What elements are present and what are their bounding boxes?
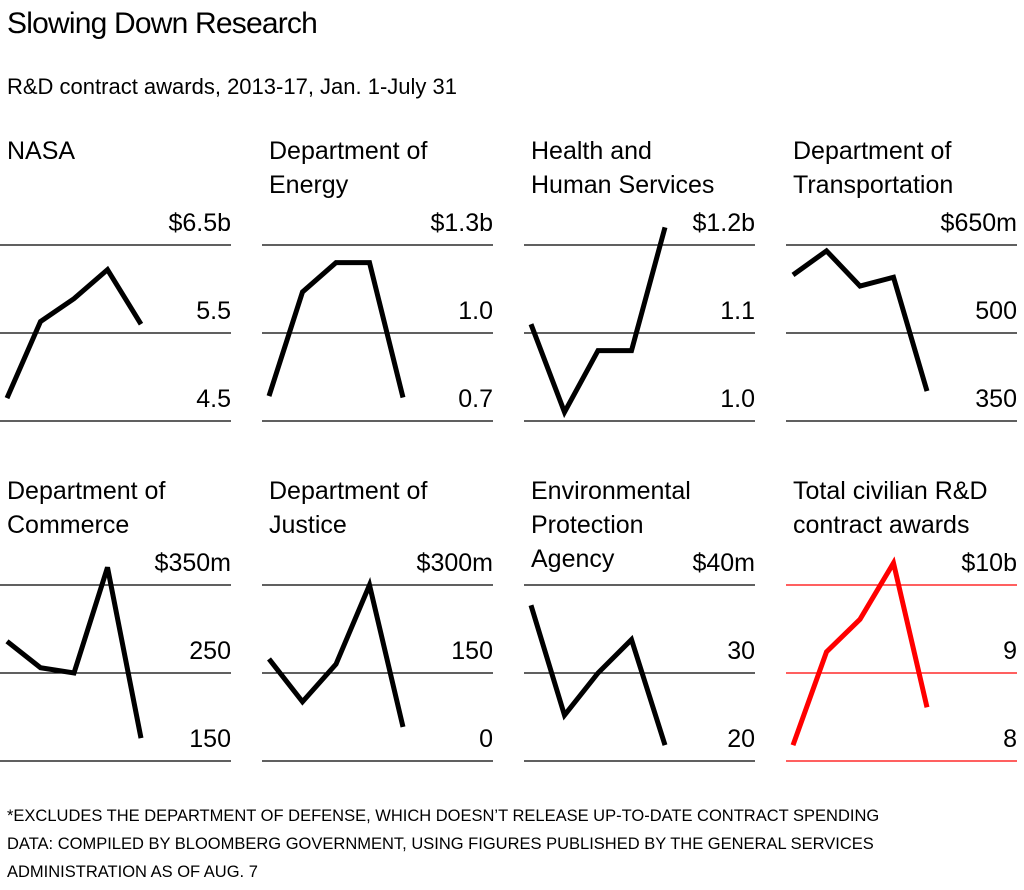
y-tick-label: 250 — [189, 637, 231, 665]
data-line — [528, 604, 668, 746]
y-tick-label: $40m — [692, 549, 755, 577]
data-line — [528, 226, 668, 419]
y-tick-label: 350 — [975, 385, 1017, 413]
y-tick-label: 30 — [727, 637, 755, 665]
data-line — [266, 260, 406, 399]
y-tick-label: 9 — [1003, 637, 1017, 665]
panel-title: Environmental — [531, 477, 691, 505]
y-tick-label: 150 — [451, 637, 493, 665]
y-tick-label: $350m — [155, 549, 231, 577]
panel-title: NASA — [7, 137, 75, 165]
footnote: *EXCLUDES THE DEPARTMENT OF DEFENSE, WHI… — [7, 807, 879, 825]
y-tick-label: 1.0 — [720, 385, 755, 413]
y-tick-label: $6.5b — [168, 209, 231, 237]
panel-title: Department of — [269, 137, 427, 165]
y-tick-label: $300m — [417, 549, 493, 577]
data-line — [267, 576, 406, 728]
panel-title: Protection — [531, 511, 644, 539]
y-tick-label: $1.2b — [692, 209, 755, 237]
y-tick-label: 5.5 — [196, 297, 231, 325]
chart-subtitle: R&D contract awards, 2013-17, Jan. 1-Jul… — [7, 74, 457, 99]
y-tick-label: 150 — [189, 725, 231, 753]
y-tick-label: 4.5 — [196, 385, 231, 413]
data-line — [790, 556, 930, 747]
panel-title: Health and — [531, 137, 652, 165]
footnote: DATA: COMPILED BY BLOOMBERG GOVERNMENT, … — [7, 835, 874, 853]
y-tick-label: 0.7 — [458, 385, 493, 413]
panel-title: Department of — [7, 477, 165, 505]
y-tick-label: 0 — [479, 725, 493, 753]
panel-title: Department of — [793, 137, 951, 165]
data-line — [5, 566, 144, 739]
panel-title: Agency — [531, 545, 615, 573]
panel-title: Energy — [269, 171, 349, 199]
panel-title: Commerce — [7, 511, 129, 539]
panel-title: contract awards — [793, 511, 969, 539]
y-tick-label: 20 — [727, 725, 755, 753]
panel-title: Transportation — [793, 171, 953, 199]
data-line — [791, 247, 930, 392]
y-tick-label: $10b — [961, 549, 1017, 577]
chart-title: Slowing Down Research — [7, 7, 317, 40]
y-tick-label: 8 — [1003, 725, 1017, 753]
y-tick-label: 1.1 — [720, 297, 755, 325]
y-tick-label: $1.3b — [430, 209, 493, 237]
y-tick-label: 1.0 — [458, 297, 493, 325]
y-tick-label: 500 — [975, 297, 1017, 325]
data-line — [4, 265, 144, 400]
panel-title: Total civilian R&D — [793, 477, 988, 505]
panel-title: Justice — [269, 511, 347, 539]
panel-title: Department of — [269, 477, 427, 505]
panel-title: Human Services — [531, 171, 714, 199]
footnote: ADMINISTRATION AS OF AUG. 7 — [7, 863, 258, 881]
y-tick-label: $650m — [941, 209, 1017, 237]
